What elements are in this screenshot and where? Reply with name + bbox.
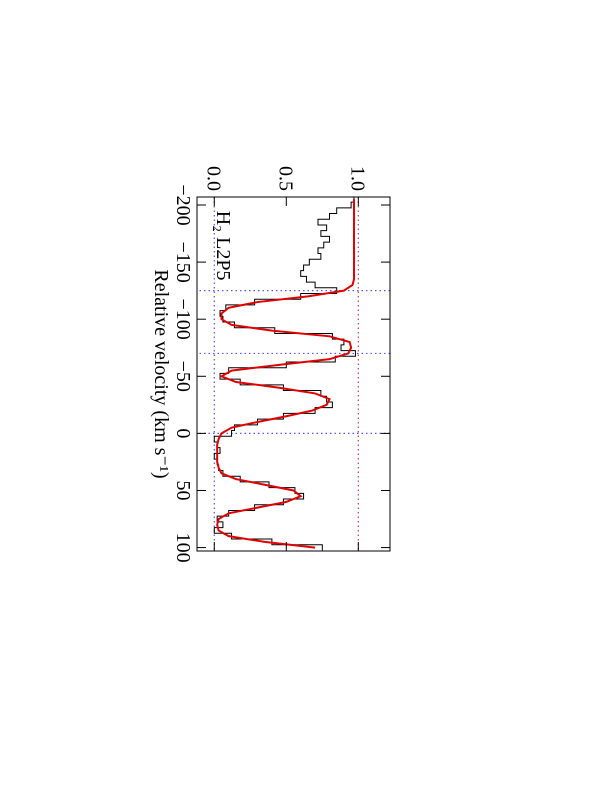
x-axis-label: Relative velocity (km s⁻¹) [150,269,172,478]
data-line [213,196,356,551]
x-tick-label: −100 [172,299,194,340]
x-tick-label: −150 [172,241,194,282]
plot-frame [196,196,391,552]
x-tick-label: 50 [172,480,194,500]
x-tick-label: −50 [172,361,194,392]
y-tick-label: 1.0 [346,166,368,191]
y-tick-label: 0.5 [274,166,296,191]
x-tick-label: 100 [172,533,194,563]
model-line [216,199,355,549]
x-tick-label: 0 [172,428,194,438]
x-tick-label: −200 [172,184,194,225]
annotation: H₂ L2P5 [212,211,234,281]
y-tick-label: 0.0 [202,166,224,191]
rotated-plot: −200 −150 −100 −50 0 50 100 0.0 0.5 1.0 Relative v… [150,166,391,563]
